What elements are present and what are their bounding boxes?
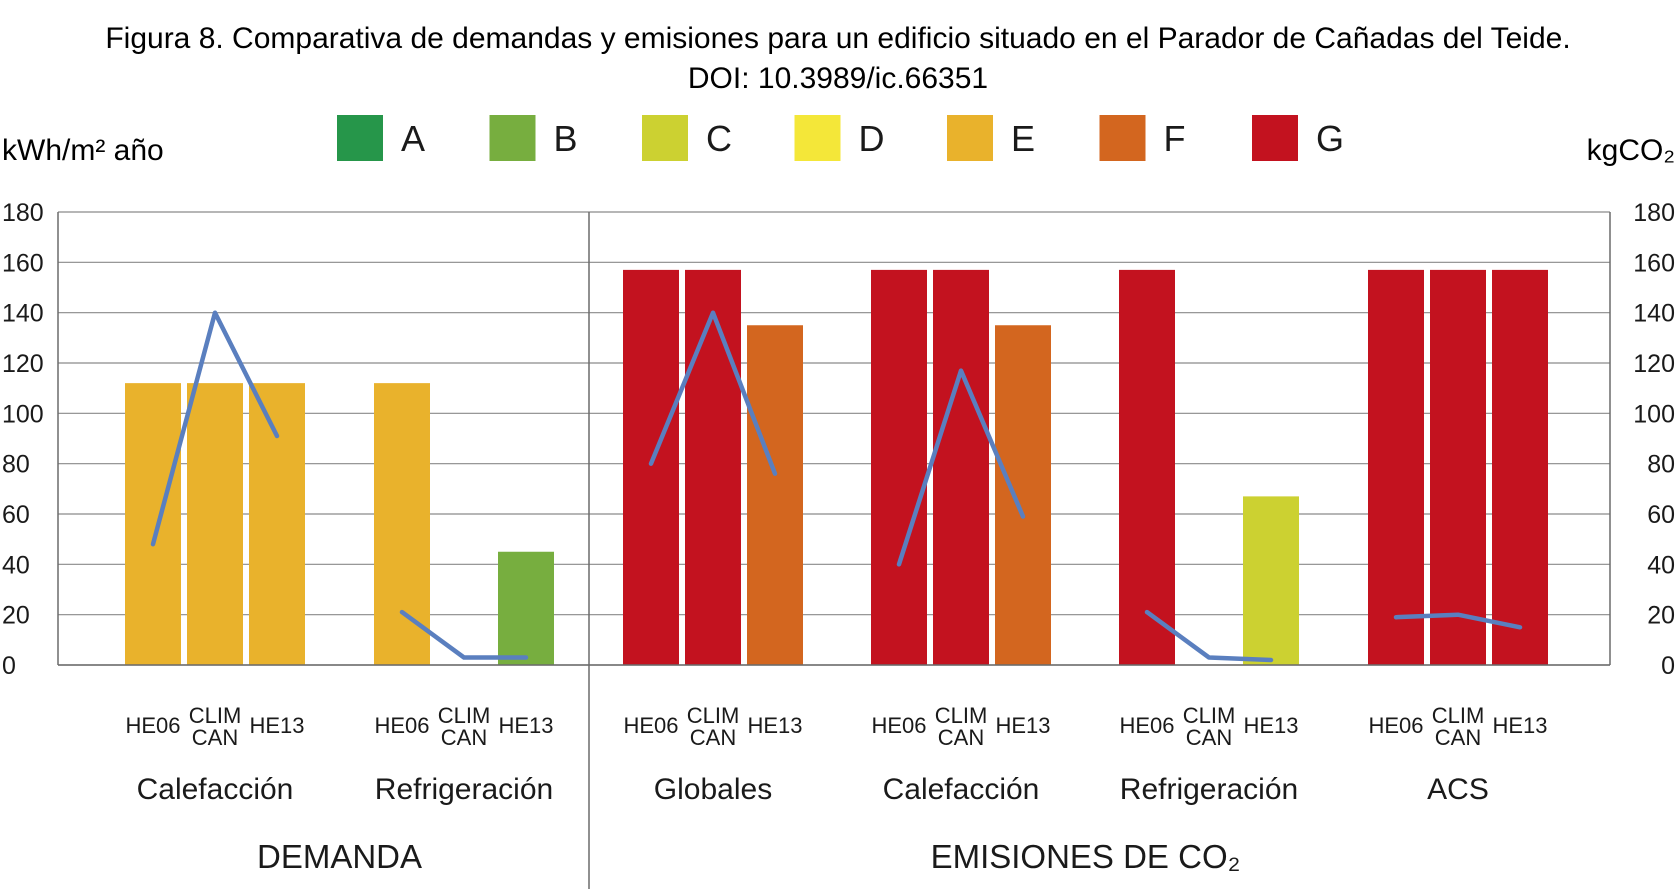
y-left-tick-20: 20 (2, 602, 30, 630)
y-right-tick-180: 180 (1633, 199, 1675, 227)
x-sub-label-2-2: HE13 (747, 713, 802, 738)
bar-3-clim-can (933, 269, 989, 665)
bar-2-he13 (747, 325, 803, 665)
y-right-axis-label: kgCO₂ (1587, 134, 1675, 167)
x-sub-label-5-1: CLIM CAN (1432, 703, 1485, 750)
legend-swatch-f (1099, 115, 1146, 161)
series-line-1 (399, 609, 529, 660)
bar-1-he06 (374, 383, 430, 665)
y-right-tick-80: 80 (1647, 451, 1675, 479)
section-label-1: EMISIONES DE CO₂ (931, 838, 1241, 875)
legend-label-b: B (554, 118, 578, 159)
x-sub-label-0-1: CLIM CAN (189, 703, 242, 750)
legend-label-c: C (706, 118, 732, 159)
y-right-tick-20: 20 (1647, 602, 1675, 630)
y-right-tick-40: 40 (1647, 551, 1675, 579)
legend-label-e: E (1011, 118, 1035, 159)
bar-3-he13 (995, 325, 1051, 665)
chart-title: Figura 8. Comparativa de demandas y emis… (105, 22, 1570, 55)
y-right-tick-160: 160 (1633, 249, 1675, 277)
x-sub-label-1-0: HE06 (374, 713, 429, 738)
legend-swatch-g (1252, 115, 1298, 161)
y-left-axis-label: kWh/m² año (2, 134, 164, 167)
x-sub-label-3-1: CLIM CAN (935, 703, 988, 750)
bar-4-he06 (1119, 269, 1175, 665)
group-label-4: Refrigeración (1120, 773, 1298, 806)
bar-2-clim-can (685, 269, 741, 665)
series-line-3 (896, 368, 1026, 567)
group-label-2: Globales (654, 773, 772, 806)
bar-4-he13 (1243, 496, 1299, 665)
bar-5-clim-can (1430, 269, 1486, 665)
series-line-0 (150, 310, 280, 547)
y-left-tick-0: 0 (2, 652, 16, 680)
x-sub-label-2-1: CLIM CAN (687, 703, 740, 750)
x-sub-label-4-1: CLIM CAN (1183, 703, 1236, 750)
y-left-tick-160: 160 (2, 249, 44, 277)
grid (58, 211, 1610, 666)
x-sub-label-2-0: HE06 (623, 713, 678, 738)
group-label-3: Calefacción (883, 773, 1040, 806)
bar-1-he13 (498, 551, 554, 665)
x-sub-label-3-2: HE13 (995, 713, 1050, 738)
y-left-tick-100: 100 (2, 400, 44, 428)
series-line-2 (648, 310, 778, 476)
y-right-tick-140: 140 (1633, 300, 1675, 328)
y-right-tick-0: 0 (1661, 652, 1675, 680)
group-label-0: Calefacción (137, 773, 294, 806)
y-left-tick-180: 180 (2, 199, 44, 227)
x-sub-label-5-0: HE06 (1368, 713, 1423, 738)
x-sub-label-3-0: HE06 (871, 713, 926, 738)
bar-3-he06 (871, 269, 927, 665)
y-left-tick-60: 60 (2, 501, 30, 529)
chart-subtitle: DOI: 10.3989/ic.66351 (688, 62, 988, 95)
legend-label-a: A (401, 118, 425, 159)
group-label-1: Refrigeración (375, 773, 553, 806)
bar-0-clim-can (187, 383, 243, 665)
legend-swatch-d (794, 115, 841, 161)
group-label-5: ACS (1427, 773, 1489, 806)
bar-2-he06 (623, 269, 679, 665)
legend-swatch-a (337, 115, 383, 161)
y-left-tick-80: 80 (2, 451, 30, 479)
legend-swatch-b (489, 115, 536, 161)
x-sub-label-5-2: HE13 (1492, 713, 1547, 738)
series-line-5 (1393, 612, 1523, 630)
series-lines (150, 310, 1523, 663)
x-sub-label-1-1: CLIM CAN (438, 703, 491, 750)
series-line-4 (1144, 609, 1274, 663)
bars (125, 269, 1548, 665)
bar-5-he13 (1492, 269, 1548, 665)
y-right-tick-100: 100 (1633, 400, 1675, 428)
section-label-0: DEMANDA (257, 838, 422, 875)
x-sub-label-0-2: HE13 (249, 713, 304, 738)
y-left-tick-120: 120 (2, 350, 44, 378)
bar-0-he06 (125, 383, 181, 665)
legend: A B C D E F G (337, 115, 1344, 161)
tick-labels: 0 0 20 20 40 40 60 60 80 80 100 100 120 120 140 140 160 1… (2, 199, 1675, 680)
x-sub-label-4-2: HE13 (1243, 713, 1298, 738)
legend-swatch-c (642, 115, 688, 161)
x-sub-label-1-2: HE13 (498, 713, 553, 738)
x-sub-label-0-0: HE06 (125, 713, 180, 738)
bar-0-he13 (249, 383, 305, 665)
y-right-tick-60: 60 (1647, 501, 1675, 529)
bar-5-he06 (1368, 269, 1424, 665)
legend-label-d: D (859, 118, 885, 159)
legend-label-g: G (1316, 118, 1344, 159)
y-right-tick-120: 120 (1633, 350, 1675, 378)
legend-swatch-e (947, 115, 993, 161)
y-left-tick-40: 40 (2, 551, 30, 579)
x-sub-label-4-0: HE06 (1119, 713, 1174, 738)
y-left-tick-140: 140 (2, 300, 44, 328)
legend-label-f: F (1164, 118, 1186, 159)
category-labels: HE06 CLIM CAN HE13 Calefacción HE06 CLIM CAN HE1… (125, 703, 1547, 875)
plot-frame (57, 212, 1611, 889)
